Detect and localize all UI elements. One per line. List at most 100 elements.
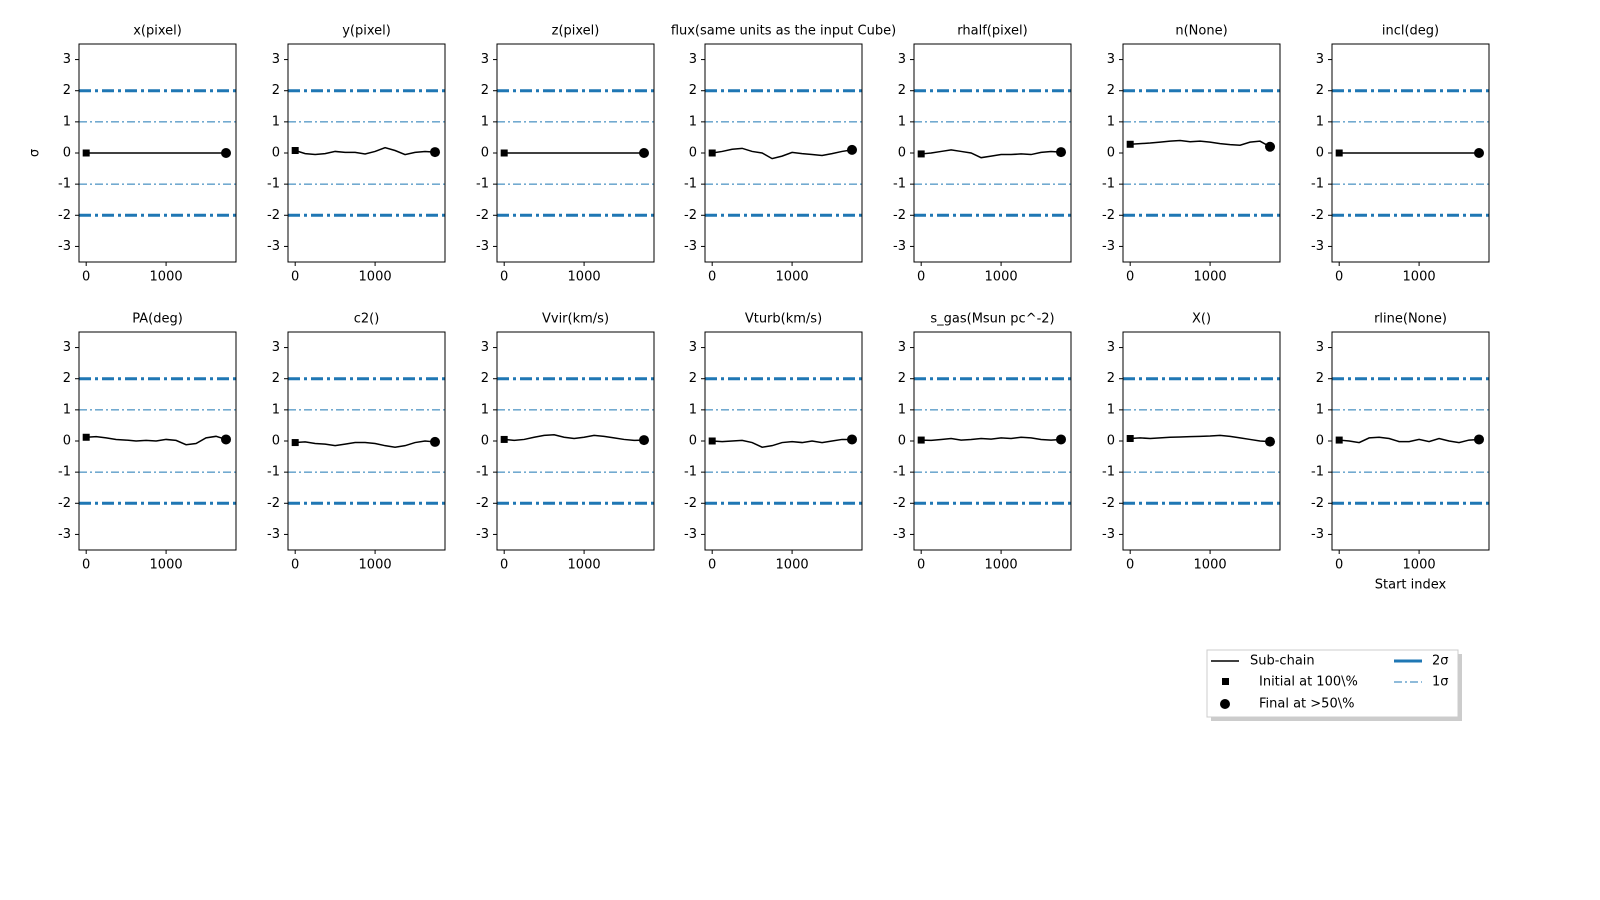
y-tick-label: 0 xyxy=(272,146,280,161)
y-tick-label: 0 xyxy=(63,434,71,449)
y-tick-label: 3 xyxy=(1107,52,1115,67)
y-tick-label: -3 xyxy=(1102,527,1115,542)
y-tick-label: -3 xyxy=(476,239,489,254)
y-tick-label: 1 xyxy=(481,402,489,417)
y-tick-label: 1 xyxy=(1107,402,1115,417)
y-tick-label: -3 xyxy=(476,527,489,542)
y-tick-label: 0 xyxy=(1316,146,1324,161)
final-marker xyxy=(1474,148,1485,158)
initial-marker xyxy=(917,436,925,444)
sub-chain-line xyxy=(712,438,853,449)
y-tick-label: 1 xyxy=(689,402,697,417)
x-tick-label: 1000 xyxy=(776,270,809,285)
y-tick-label: 1 xyxy=(1316,402,1324,417)
y-tick-label: -1 xyxy=(476,465,489,480)
x-tick-label: 0 xyxy=(917,558,925,573)
y-tick-label: 3 xyxy=(1316,52,1324,67)
subplot: y(pixel) -3 -2 -1 0 1 2 3 0 1000 xyxy=(267,24,446,285)
y-tick-label: 2 xyxy=(1316,371,1324,386)
initial-marker xyxy=(500,435,508,443)
y-tick-label: 0 xyxy=(63,146,71,161)
subplot: c2() -3 -2 -1 0 1 2 3 0 1000 xyxy=(267,312,446,573)
x-tick-label: 0 xyxy=(708,270,716,285)
legend-label: Initial at 100\% xyxy=(1259,675,1358,690)
y-tick-label: 1 xyxy=(689,114,697,129)
subplot: z(pixel) -3 -2 -1 0 1 2 3 0 1000 xyxy=(476,24,655,285)
initial-marker xyxy=(1335,149,1343,157)
sub-chain-line xyxy=(504,434,645,442)
y-tick-label: -1 xyxy=(476,177,489,192)
final-marker xyxy=(1474,434,1485,445)
y-tick-label: -3 xyxy=(684,527,697,542)
y-tick-label: -3 xyxy=(267,527,280,542)
axes-frame xyxy=(496,331,655,551)
legend-label: 2σ xyxy=(1432,654,1449,669)
initial-marker xyxy=(291,147,299,155)
subplot-title: incl(deg) xyxy=(1382,24,1439,39)
sub-chain-line xyxy=(294,146,436,156)
y-tick-label: 2 xyxy=(481,83,489,98)
subplot-title: z(pixel) xyxy=(552,24,600,39)
final-marker xyxy=(430,436,441,447)
y-tick-label: 3 xyxy=(272,52,280,67)
subplot-title: flux(same units as the input Cube) xyxy=(671,24,896,39)
subplot-title: rhalf(pixel) xyxy=(957,24,1027,39)
final-marker xyxy=(1265,436,1276,447)
sub-chain-line xyxy=(1339,436,1480,444)
y-tick-label: 3 xyxy=(898,340,906,355)
y-tick-label: 3 xyxy=(481,340,489,355)
y-tick-label: 2 xyxy=(63,83,71,98)
sub-chain-line xyxy=(921,149,1062,159)
y-tick-label: 3 xyxy=(898,52,906,67)
y-tick-label: 1 xyxy=(1316,114,1324,129)
y-tick-label: -1 xyxy=(684,177,697,192)
y-tick-label: 0 xyxy=(1107,434,1115,449)
x-tick-label: 0 xyxy=(917,270,925,285)
y-tick-label: 1 xyxy=(63,114,71,129)
subplot-title: PA(deg) xyxy=(132,312,183,327)
final-marker xyxy=(847,434,858,445)
y-tick-label: 2 xyxy=(481,371,489,386)
y-tick-label: 1 xyxy=(1107,114,1115,129)
x-tick-label: 1000 xyxy=(150,558,183,573)
y-tick-label: -3 xyxy=(1311,239,1324,254)
initial-marker xyxy=(1126,435,1134,443)
subplot: X() -3 -2 -1 0 1 2 3 0 1000 xyxy=(1102,312,1281,573)
y-tick-label: -3 xyxy=(893,527,906,542)
y-tick-label: -2 xyxy=(1102,208,1115,223)
y-tick-label: -2 xyxy=(1311,208,1324,223)
final-marker xyxy=(221,434,232,445)
x-tick-label: 1000 xyxy=(150,270,183,285)
initial-marker xyxy=(708,437,716,445)
subplot: PA(deg) -3 -2 -1 0 1 2 3 0 1000 xyxy=(58,312,237,573)
y-tick-label: 0 xyxy=(1316,434,1324,449)
y-tick-label: 3 xyxy=(689,52,697,67)
y-tick-label: -3 xyxy=(893,239,906,254)
y-tick-label: -1 xyxy=(1102,465,1115,480)
y-tick-label: -1 xyxy=(893,465,906,480)
y-tick-label: 0 xyxy=(898,146,906,161)
y-tick-label: 3 xyxy=(481,52,489,67)
y-tick-label: -2 xyxy=(684,208,697,223)
subplot: flux(same units as the input Cube) -3 -2 -1… xyxy=(671,24,896,285)
x-tick-label: 1000 xyxy=(568,270,601,285)
y-tick-label: 2 xyxy=(272,371,280,386)
subplot: incl(deg) -3 -2 -1 0 1 2 3 0 1000 xyxy=(1311,24,1490,285)
sub-chain-line xyxy=(86,435,227,446)
axes-frame xyxy=(913,43,1072,263)
initial-marker xyxy=(82,433,90,441)
sub-chain-line xyxy=(712,147,853,160)
final-marker xyxy=(1265,141,1276,152)
x-tick-label: 1000 xyxy=(1403,270,1436,285)
x-tick-label: 0 xyxy=(82,558,90,573)
y-tick-label: 1 xyxy=(272,402,280,417)
subplot-title: n(None) xyxy=(1175,24,1227,39)
x-axis-label: Start index xyxy=(1375,578,1447,593)
y-tick-label: -2 xyxy=(58,208,71,223)
initial-marker xyxy=(708,149,716,157)
y-axis-label: σ xyxy=(28,149,43,157)
subplot-title: rline(None) xyxy=(1374,312,1447,327)
axes-frame xyxy=(1122,43,1281,263)
x-tick-label: 0 xyxy=(1335,558,1343,573)
